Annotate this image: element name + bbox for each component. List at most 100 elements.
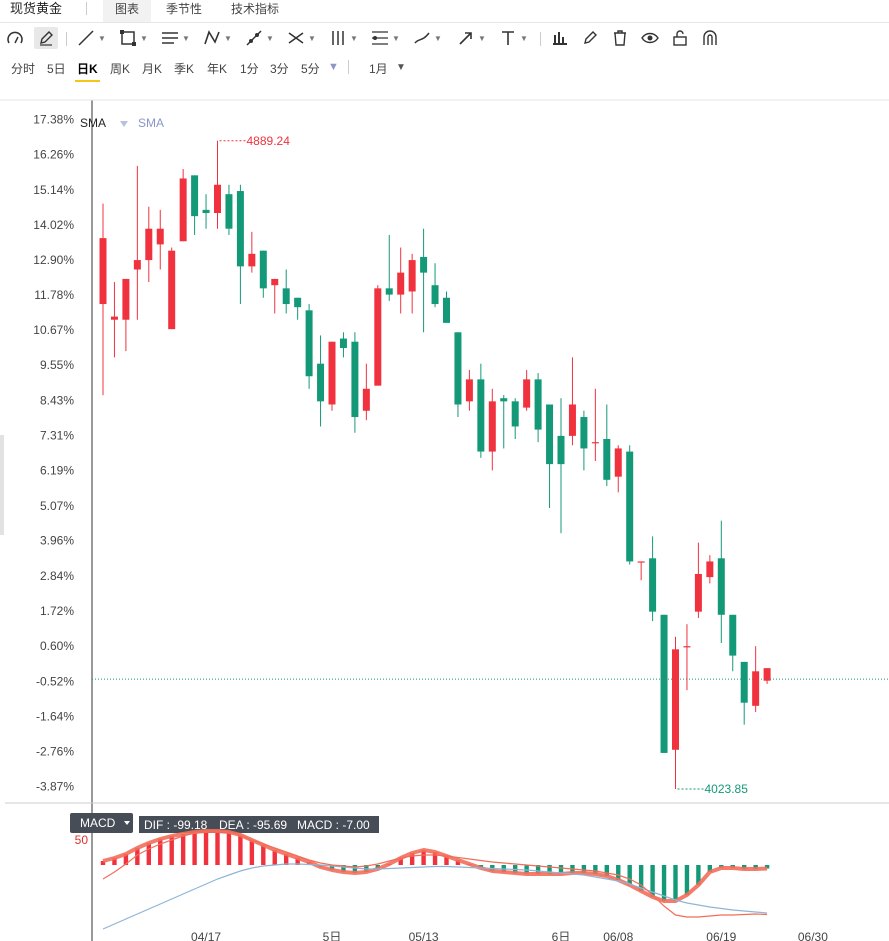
rectangle-icon[interactable]: ▼ — [118, 27, 148, 49]
candle-body — [156, 228, 164, 245]
macd-histogram-bar — [455, 860, 461, 865]
measure-icon[interactable] — [5, 27, 25, 49]
candle-body — [546, 404, 554, 465]
candle-body — [591, 442, 599, 444]
x-tick-label: 04/17 — [191, 930, 221, 941]
macd-histogram-bar — [535, 865, 541, 874]
macd-dropdown-icon — [124, 821, 130, 825]
period-yearly[interactable]: 年K — [207, 62, 228, 76]
period-5day[interactable]: 5日 — [47, 62, 66, 76]
text-icon[interactable]: ▼ — [498, 27, 528, 49]
period-daily[interactable]: 日K — [75, 62, 100, 82]
y-tick-label: 12.90% — [33, 253, 74, 267]
x-tick-label: 05/13 — [409, 930, 439, 941]
dif-line — [102, 830, 768, 918]
candle-body — [179, 178, 187, 242]
period-3min[interactable]: 3分 — [270, 62, 289, 76]
trash-icon[interactable] — [610, 27, 630, 49]
candle-body — [431, 285, 439, 305]
candle-body — [763, 668, 771, 681]
candle-body — [191, 175, 199, 217]
brush-icon[interactable]: ▼ — [412, 27, 442, 49]
macd-histogram-bar — [432, 852, 438, 865]
sma-label: SMA — [80, 116, 106, 130]
candle-body — [420, 256, 428, 273]
candle-body — [397, 272, 405, 295]
candle-body — [637, 561, 645, 563]
candle-body — [145, 228, 153, 261]
period-5min[interactable]: 5分 — [301, 62, 320, 76]
x-tick-label: 06/08 — [603, 930, 633, 941]
x-tick-label: 6日 — [552, 930, 571, 941]
macd-dea-label: DEA : -95.69 — [219, 818, 287, 832]
candle-body — [168, 250, 176, 330]
candle-body — [534, 379, 542, 430]
pencil-icon[interactable] — [34, 27, 58, 49]
lock-icon[interactable] — [670, 27, 690, 49]
candle-body — [385, 288, 393, 295]
candle-body — [225, 194, 233, 229]
macd-histogram-bar — [764, 865, 770, 869]
period-quarterly[interactable]: 季K — [174, 62, 195, 76]
candle-body — [328, 341, 336, 405]
drawing-toolbar: ▼ ▼ ▼ ▼ ▼ ▼ ▼ ▼ ▼ ▼ ▼ — [0, 24, 889, 52]
magnet-icon[interactable] — [700, 27, 720, 49]
ray-icon[interactable]: ▼ — [244, 27, 274, 49]
macd-histogram-bar — [638, 865, 644, 891]
tab-chart[interactable]: 图表 — [103, 0, 152, 22]
macd-histogram-bar — [238, 835, 243, 865]
top-bar: 现货黄金 图表 季节性 技术指标 — [0, 0, 889, 23]
eye-icon[interactable] — [640, 27, 660, 49]
candle-body — [660, 614, 668, 753]
fib-icon[interactable]: ▼ — [370, 27, 400, 49]
triangle-down-icon[interactable]: ▼ — [328, 61, 339, 73]
fork-icon[interactable]: ▼ — [328, 27, 358, 49]
macd-selector-label: MACD — [80, 816, 116, 830]
chart-bars-icon[interactable] — [550, 27, 570, 49]
macd-dif-label: DIF : -99.18 — [144, 818, 208, 832]
tab-indicators[interactable]: 技术指标 — [231, 2, 280, 16]
range-selector[interactable]: 1月 — [369, 62, 388, 76]
macd-histogram-bar — [100, 861, 106, 865]
period-weekly[interactable]: 周K — [110, 62, 131, 76]
range-dropdown-icon[interactable]: ▼ — [396, 62, 406, 73]
candle-body — [523, 379, 531, 408]
parallel-lines-icon[interactable]: ▼ — [160, 27, 190, 49]
candle-body — [488, 401, 496, 452]
candle-body — [294, 297, 302, 308]
candle-body — [271, 278, 279, 286]
macd-histogram-bar — [409, 853, 415, 865]
period-monthly[interactable]: 月K — [142, 62, 163, 76]
candle-body — [339, 338, 347, 348]
edit-icon[interactable] — [580, 27, 600, 49]
candle-body — [477, 379, 485, 452]
period-intraday[interactable]: 分时 — [11, 62, 36, 76]
macd-histogram-bar — [627, 865, 632, 885]
candle-body — [465, 379, 473, 402]
side-panel-handle[interactable] — [0, 435, 4, 535]
y-tick-label: 15.14% — [33, 183, 74, 197]
y-tick-label: 10.67% — [33, 323, 74, 337]
crossing-lines-icon[interactable]: ▼ — [286, 27, 316, 49]
candle-body — [443, 297, 450, 323]
macd-histogram-bar — [581, 865, 587, 873]
macd-hist-label: MACD : -7.00 — [297, 818, 370, 832]
macd-histogram-bar — [192, 832, 197, 865]
arrow-icon[interactable]: ▼ — [456, 27, 486, 49]
candle-body — [362, 388, 370, 411]
macd-histogram-bar — [616, 865, 621, 880]
candle-body — [214, 184, 221, 214]
y-tick-label: 9.55% — [40, 358, 74, 372]
line-icon[interactable]: ▼ — [76, 27, 106, 49]
x-tick-label: 06/30 — [798, 930, 828, 941]
period-1min[interactable]: 1分 — [240, 62, 259, 76]
candle-body — [694, 573, 702, 612]
tab-seasonality[interactable]: 季节性 — [166, 2, 203, 16]
macd-histogram-bar — [673, 865, 678, 901]
macd-histogram-bar — [272, 850, 277, 865]
candle-body — [740, 661, 748, 703]
candle-body — [603, 439, 611, 480]
zigzag-icon[interactable]: ▼ — [202, 27, 232, 49]
macd-histogram-bar — [444, 856, 449, 865]
candle-body — [236, 191, 244, 267]
